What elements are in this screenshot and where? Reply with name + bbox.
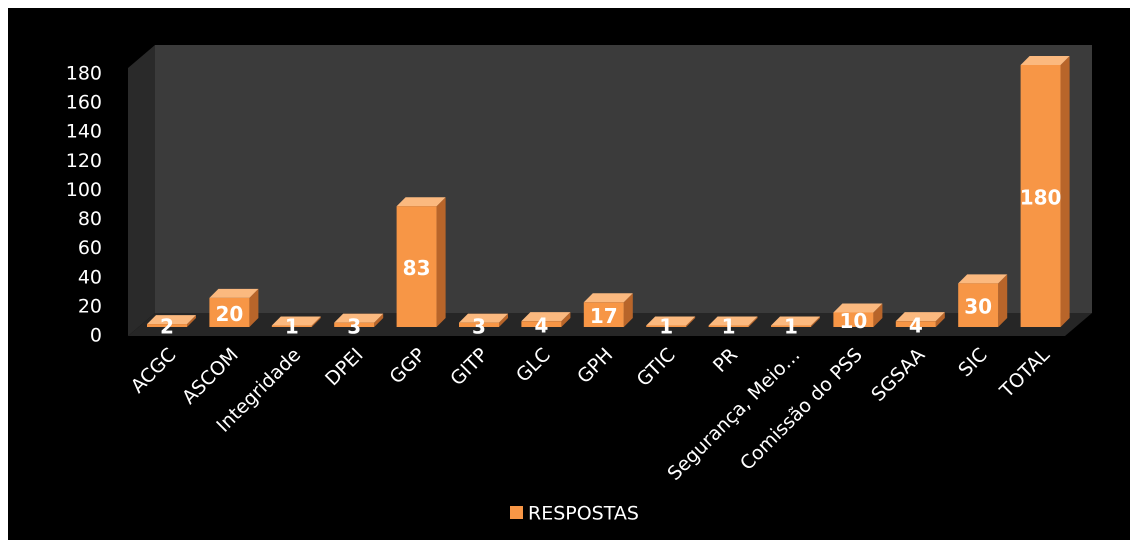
bar-side (499, 313, 508, 327)
bar-top (271, 316, 321, 326)
side-wall (128, 45, 155, 336)
y-tick-label: 100 (66, 179, 102, 201)
y-tick-label: 160 (66, 92, 102, 114)
data-label: 1 (784, 315, 798, 339)
bar (1020, 65, 1061, 327)
bar (459, 322, 499, 327)
data-label: 10 (839, 309, 867, 333)
data-label: 3 (347, 314, 361, 338)
bar-top (334, 313, 384, 323)
bar-side (187, 315, 196, 327)
bar-side (374, 313, 384, 327)
bar-top (396, 197, 446, 207)
data-label: 17 (590, 304, 618, 328)
bar (147, 324, 187, 327)
bar-side (561, 312, 571, 327)
bar-top (771, 316, 820, 326)
legend-label: RESPOSTAS (528, 503, 639, 525)
bar-top (583, 293, 633, 303)
bar (771, 325, 811, 327)
bar (271, 325, 312, 327)
y-tick-label: 180 (66, 63, 102, 85)
data-label: 1 (722, 315, 736, 339)
bar-top (646, 316, 696, 326)
bar-side (686, 316, 696, 327)
bar-top (1020, 56, 1070, 65)
bar (895, 321, 936, 327)
bar-top (895, 312, 945, 322)
bar (708, 325, 749, 327)
y-tick-label: 120 (66, 150, 102, 172)
bar-side (623, 293, 633, 327)
y-tick-label: 0 (90, 325, 102, 347)
bar (583, 302, 624, 327)
data-label: 83 (403, 256, 431, 280)
data-label: 3 (472, 314, 486, 338)
bar-side (811, 316, 820, 327)
bar-side (311, 316, 321, 327)
bar-top (209, 288, 259, 298)
y-tick-label: 20 (78, 295, 102, 317)
data-label: 1 (659, 315, 673, 339)
bar-side (935, 312, 945, 327)
y-tick-label: 140 (66, 121, 102, 143)
bar-side (436, 197, 446, 327)
bar (334, 322, 375, 327)
bar (646, 325, 687, 327)
y-tick-label: 60 (78, 237, 102, 259)
bar-top (147, 315, 196, 325)
bar-top (958, 274, 1008, 284)
bar-side (249, 288, 259, 327)
bar-side (1060, 56, 1070, 327)
legend-swatch (510, 506, 523, 519)
bar (833, 312, 874, 327)
bar-side (873, 303, 883, 327)
data-label: 180 (1020, 186, 1062, 210)
bar (396, 206, 437, 327)
bar-top (459, 313, 508, 323)
data-label: 30 (964, 295, 992, 319)
data-label: 4 (534, 314, 548, 338)
data-label: 4 (909, 314, 923, 338)
bar-top (521, 312, 571, 322)
bar (521, 321, 562, 327)
y-tick-label: 80 (78, 208, 102, 230)
data-label: 2 (160, 315, 174, 339)
bar-top (833, 303, 883, 313)
bar (958, 283, 999, 327)
bar-top (708, 316, 758, 326)
bar-side (998, 274, 1008, 327)
y-tick-label: 40 (78, 266, 102, 288)
bar (209, 297, 250, 327)
bar-side (748, 316, 758, 327)
data-label: 20 (215, 302, 243, 326)
back-wall (155, 45, 1092, 313)
data-label: 1 (285, 315, 299, 339)
